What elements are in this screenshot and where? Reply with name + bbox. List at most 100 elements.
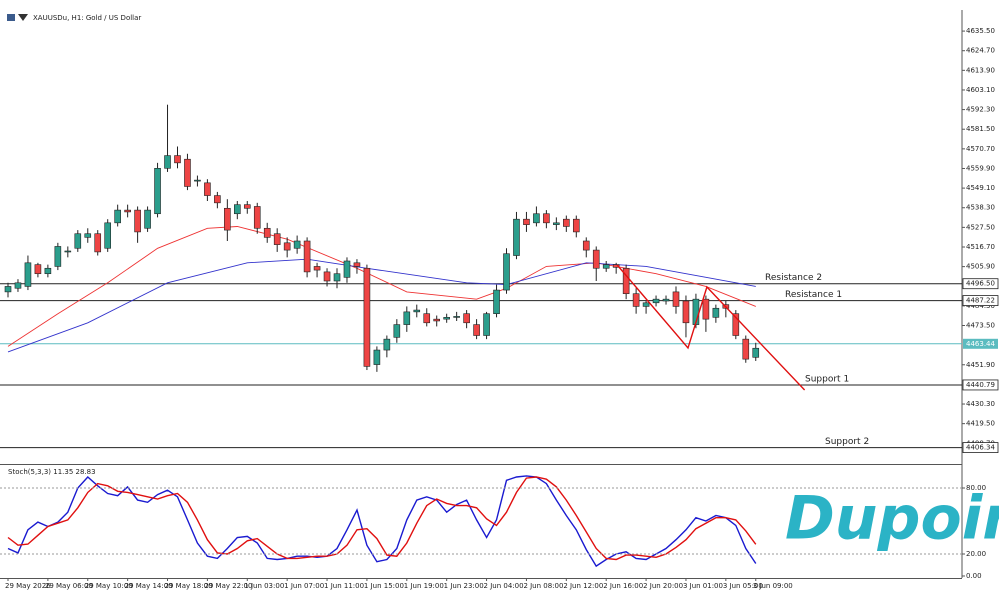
candle-body bbox=[144, 209, 151, 229]
candle-body bbox=[563, 218, 570, 227]
candle-body bbox=[672, 291, 680, 307]
candle-body bbox=[184, 158, 191, 187]
candle-body bbox=[353, 262, 361, 267]
candle-body bbox=[204, 182, 211, 196]
candle-body bbox=[373, 349, 381, 365]
level-price-label: 4406.34 bbox=[966, 444, 995, 452]
level-price-label: 4496.50 bbox=[966, 280, 995, 288]
y-tick-label: 4624.70 bbox=[966, 47, 995, 55]
y-tick-label: 4527.50 bbox=[966, 223, 995, 231]
level-name: Resistance 1 bbox=[785, 290, 842, 300]
candle-body bbox=[453, 316, 460, 318]
candle-body bbox=[503, 253, 510, 291]
candle-body bbox=[164, 155, 171, 169]
level-name: Resistance 2 bbox=[765, 273, 822, 283]
level-name: Support 2 bbox=[825, 437, 869, 447]
x-tick-label: 2 Jun 12:00 bbox=[563, 582, 603, 590]
moving-average bbox=[7, 258, 756, 353]
candle-body bbox=[253, 206, 261, 229]
candle-body bbox=[84, 233, 92, 238]
candle-body bbox=[712, 307, 720, 318]
candle-body bbox=[612, 264, 620, 268]
y-tick-label: 4419.50 bbox=[966, 420, 995, 428]
chart-title: XAUUSDu, H1: Gold / US Dollar bbox=[33, 14, 141, 22]
current-price-box bbox=[963, 338, 998, 349]
candle-body bbox=[473, 324, 480, 336]
candle-body bbox=[194, 179, 201, 182]
symbol-icon bbox=[7, 14, 15, 21]
trendline bbox=[616, 264, 806, 391]
x-tick-label: 2 Jun 04:00 bbox=[484, 582, 524, 590]
y-tick-label: 4538.30 bbox=[966, 204, 995, 212]
x-tick-label: 1 Jun 07:00 bbox=[284, 582, 324, 590]
candle-body bbox=[234, 204, 241, 215]
x-tick-label: 3 Jun 05:00 bbox=[723, 582, 763, 590]
candle-body bbox=[44, 267, 52, 275]
candle-body bbox=[4, 286, 12, 293]
candle-body bbox=[104, 222, 111, 249]
candle-body bbox=[214, 195, 221, 204]
x-tick-label: 1 Jun 19:00 bbox=[404, 582, 444, 590]
candle-body bbox=[124, 209, 131, 213]
candle-body bbox=[243, 204, 251, 209]
candle-body bbox=[154, 168, 161, 215]
level-price-box bbox=[962, 278, 999, 290]
x-tick-label: 2 Jun 20:00 bbox=[643, 582, 683, 590]
x-tick-label: 1 Jun 23:00 bbox=[444, 582, 484, 590]
candle-body bbox=[652, 298, 660, 304]
level-price-label: 4440.79 bbox=[966, 381, 995, 389]
indicator-y-tick-label: 0.00 bbox=[966, 572, 982, 580]
candle-body bbox=[752, 347, 760, 358]
indicator-y-tick-label: 20.00 bbox=[966, 550, 986, 558]
candle-body bbox=[383, 338, 391, 351]
candle-body bbox=[702, 298, 710, 320]
candle-body bbox=[14, 282, 22, 289]
candle-body bbox=[323, 271, 331, 282]
indicator-line bbox=[7, 476, 757, 561]
watermark: Dupoin bbox=[785, 484, 999, 554]
candle-body bbox=[224, 207, 231, 231]
x-tick-label: 3 Jun 09:00 bbox=[753, 582, 793, 590]
candle-body bbox=[283, 242, 291, 251]
candle-body bbox=[94, 233, 102, 253]
candle-body bbox=[592, 249, 600, 269]
level-price-box bbox=[962, 295, 999, 306]
x-tick-label: 29 May 18:00 bbox=[165, 582, 213, 590]
candle-body bbox=[682, 300, 690, 324]
candle-body bbox=[463, 313, 470, 324]
candle-body bbox=[662, 298, 670, 302]
candle-body bbox=[553, 222, 560, 225]
y-tick-label: 4473.50 bbox=[966, 322, 995, 330]
y-tick-label: 4549.10 bbox=[966, 184, 995, 192]
candle-body bbox=[403, 311, 411, 325]
y-tick-label: 4516.70 bbox=[966, 243, 995, 251]
candle-body bbox=[602, 264, 610, 269]
candle-body bbox=[263, 227, 271, 238]
x-tick-label: 29 May 14:00 bbox=[125, 582, 173, 590]
candle-body bbox=[533, 213, 540, 224]
candle-body bbox=[622, 267, 630, 295]
candle-body bbox=[54, 246, 62, 267]
x-tick-label: 29 May 2026 bbox=[5, 582, 51, 590]
level-price-box bbox=[962, 442, 999, 453]
candle-body bbox=[343, 260, 351, 278]
candle-body bbox=[134, 209, 141, 233]
candle-body bbox=[523, 218, 530, 225]
indicator-y-tick-label: 80.00 bbox=[966, 484, 986, 492]
candle-body bbox=[74, 233, 82, 249]
candle-body bbox=[363, 267, 371, 367]
candle-body bbox=[642, 302, 650, 307]
candle-body bbox=[433, 318, 441, 322]
x-tick-label: 1 Jun 15:00 bbox=[364, 582, 404, 590]
candle-body bbox=[273, 233, 281, 245]
y-tick-label: 4592.30 bbox=[966, 106, 995, 114]
candle-body bbox=[443, 317, 450, 320]
current-price-label: 4463.44 bbox=[966, 340, 995, 348]
y-tick-label: 4613.90 bbox=[966, 66, 995, 74]
candle-body bbox=[572, 218, 580, 233]
y-tick-label: 4430.30 bbox=[966, 400, 995, 408]
candle-body bbox=[313, 266, 321, 271]
y-tick-label: 4559.90 bbox=[966, 164, 995, 172]
y-tick-label: 4570.70 bbox=[966, 145, 995, 153]
candle-body bbox=[293, 240, 301, 249]
